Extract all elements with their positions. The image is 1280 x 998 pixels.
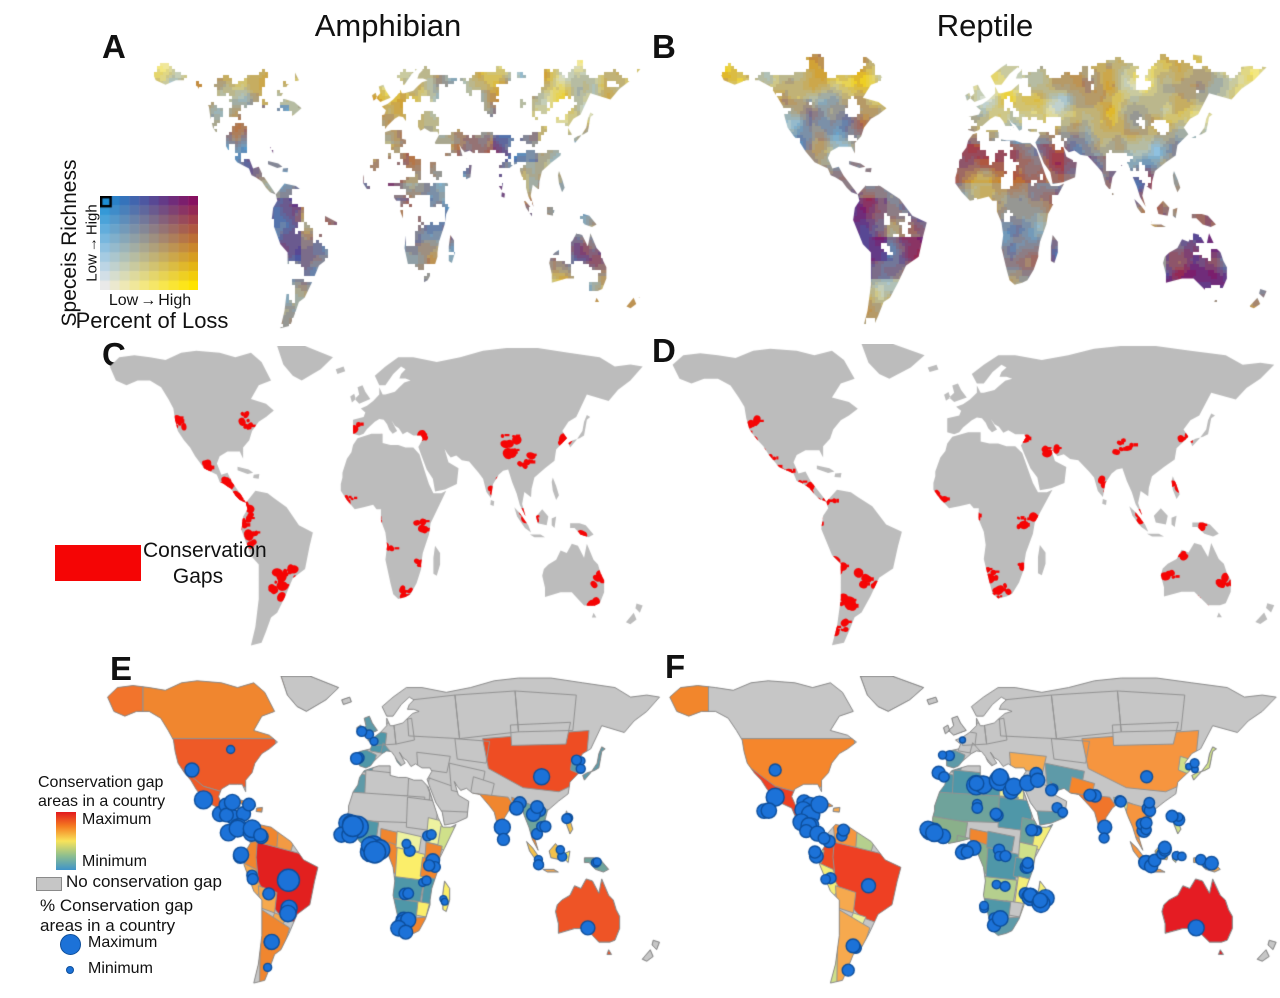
bivariate-y-range-label: Low→High [83,204,101,282]
country-gradient-max-label: Maximum [82,811,152,828]
pct-min-circle-icon [66,966,74,974]
country-gradient-bar [56,812,76,870]
panel-label-b: B [652,28,676,65]
country-gradient-title-line2: areas in a country [38,793,166,810]
bivariate-y-axis-title: Speceis Richness [58,159,81,327]
bivariate-x-range-label: Low → High [108,292,192,309]
pct-max-label: Maximum [88,934,158,951]
bivariate-color-matrix [100,196,198,290]
panel-label-a: A [102,28,126,65]
column-title-reptile: Reptile [936,8,1034,43]
right-arrow-icon: → [140,292,157,309]
pct-min-label: Minimum [88,960,153,977]
no-conservation-gap-swatch [36,877,62,891]
up-arrow-icon: → [83,237,101,253]
conservation-gaps-swatch [55,545,141,581]
panel-f-country-gap-map [645,676,1280,996]
country-gradient-title-line1: Conservation gap [38,774,164,791]
column-title-amphibian: Amphibian [314,8,462,43]
bivariate-x-axis-title: Percent of Loss [75,308,229,333]
panel-c-conservation-gaps-map [88,346,646,658]
pct-gap-title-line2: areas in a country [40,916,176,935]
panel-e-country-gap-map [85,676,663,996]
no-conservation-gap-label: No conservation gap [66,872,222,891]
panel-a-bivariate-map [130,48,645,340]
conservation-gaps-label: Conservation Gaps [143,539,267,588]
country-gradient-min-label: Minimum [82,853,147,870]
pct-gap-title-line1: % Conservation gap [40,896,194,915]
panel-b-bivariate-map [695,48,1270,340]
pct-max-circle-icon [60,934,81,955]
panel-d-conservation-gaps-map [648,344,1278,658]
